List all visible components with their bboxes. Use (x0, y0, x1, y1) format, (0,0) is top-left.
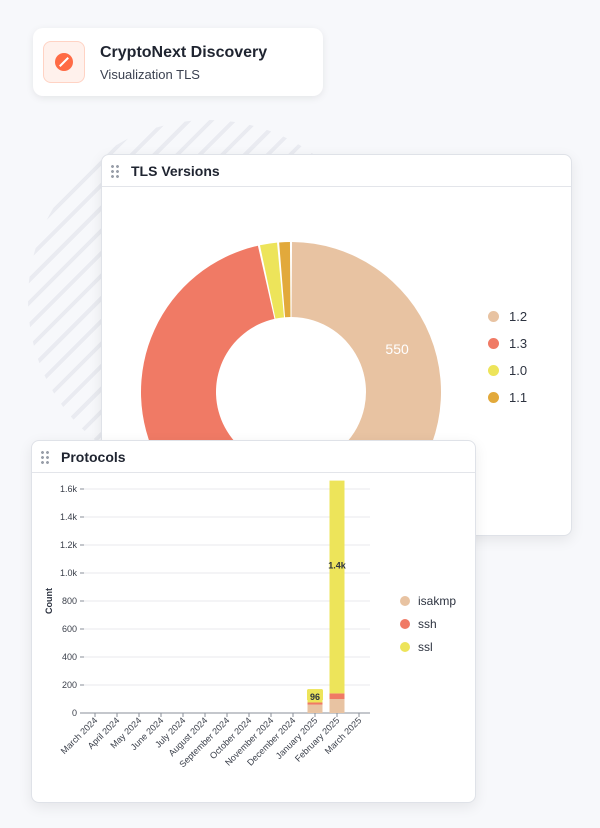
drag-handle-icon[interactable] (110, 163, 120, 178)
legend-label: 1.0 (509, 363, 528, 378)
protocols-legend: isakmp ssh ssl (400, 589, 456, 658)
y-axis-title: Count (44, 588, 54, 614)
protocols-panel: Protocols 0 200 400 600 800 1.0k 1.2k 1.4k 1.6k C… (31, 440, 476, 803)
bar-segment-ssl-february-2025[interactable] (329, 480, 345, 694)
drag-handle-icon[interactable] (40, 449, 50, 464)
y-tick-label: 0 (72, 708, 77, 718)
compass-icon (43, 41, 85, 83)
y-tick-label: 800 (62, 596, 77, 606)
y-tick-label: 1.6k (60, 484, 78, 494)
donut-slice-1-2[interactable] (291, 242, 441, 499)
donut-slice-1-1[interactable] (279, 242, 291, 318)
legend-item-proto-ssl[interactable]: ssl (400, 635, 456, 658)
legend-swatch (400, 595, 410, 606)
panel-header: TLS Versions (102, 155, 571, 187)
legend-item-proto-ssh[interactable]: ssh (400, 612, 456, 635)
bar-data-label: 96 (310, 692, 320, 702)
y-tick-label: 400 (62, 652, 77, 662)
slice-value-label: 550 (385, 341, 409, 357)
legend-label: isakmp (418, 593, 457, 608)
legend-item-tls-1-0[interactable]: 1.0 (488, 357, 527, 384)
tls-legend: 1.2 1.3 1.0 1.1 (488, 303, 527, 411)
bar-label-bg (307, 690, 323, 701)
legend-label: ssl (418, 639, 433, 654)
legend-swatch (488, 311, 499, 322)
app-title: CryptoNext Discovery (100, 43, 268, 61)
bar-segment-isakmp-january-2025[interactable] (307, 704, 323, 713)
legend-swatch (488, 392, 499, 403)
panel-title: TLS Versions (131, 162, 220, 179)
legend-label: 1.1 (509, 390, 528, 405)
legend-item-tls-1-2[interactable]: 1.2 (488, 303, 527, 330)
bar-data-label: 1.4k (328, 561, 347, 571)
bar-segment-ssh-january-2025[interactable] (307, 702, 323, 705)
app-header-card: CryptoNext Discovery Visualization TLS (33, 28, 323, 96)
legend-swatch (488, 338, 499, 349)
legend-swatch (400, 641, 410, 652)
panel-title: Protocols (61, 448, 126, 465)
legend-label: ssh (418, 616, 437, 631)
legend-item-proto-isakmp[interactable]: isakmp (400, 589, 456, 612)
bar-segment-isakmp-february-2025[interactable] (329, 699, 345, 713)
legend-swatch (400, 618, 410, 629)
y-tick-label: 1.2k (60, 540, 78, 550)
bar-segment-ssh-february-2025[interactable] (329, 693, 345, 699)
legend-swatch (488, 365, 499, 376)
legend-label: 1.3 (509, 336, 528, 351)
y-tick-label: 1.4k (60, 512, 78, 522)
y-tick-label: 600 (62, 624, 77, 634)
legend-item-tls-1-1[interactable]: 1.1 (488, 384, 527, 411)
donut-slice-1-0[interactable] (259, 242, 285, 319)
legend-item-tls-1-3[interactable]: 1.3 (488, 330, 527, 357)
legend-label: 1.2 (509, 309, 528, 324)
y-tick-label: 1.0k (60, 568, 78, 578)
protocols-bar-chart: 02004006008001.0k1.2k1.4k1.6kCountMarch … (44, 480, 370, 769)
y-tick-label: 200 (62, 680, 77, 690)
app-subtitle: Visualization TLS (100, 66, 200, 82)
panel-header: Protocols (32, 441, 475, 473)
